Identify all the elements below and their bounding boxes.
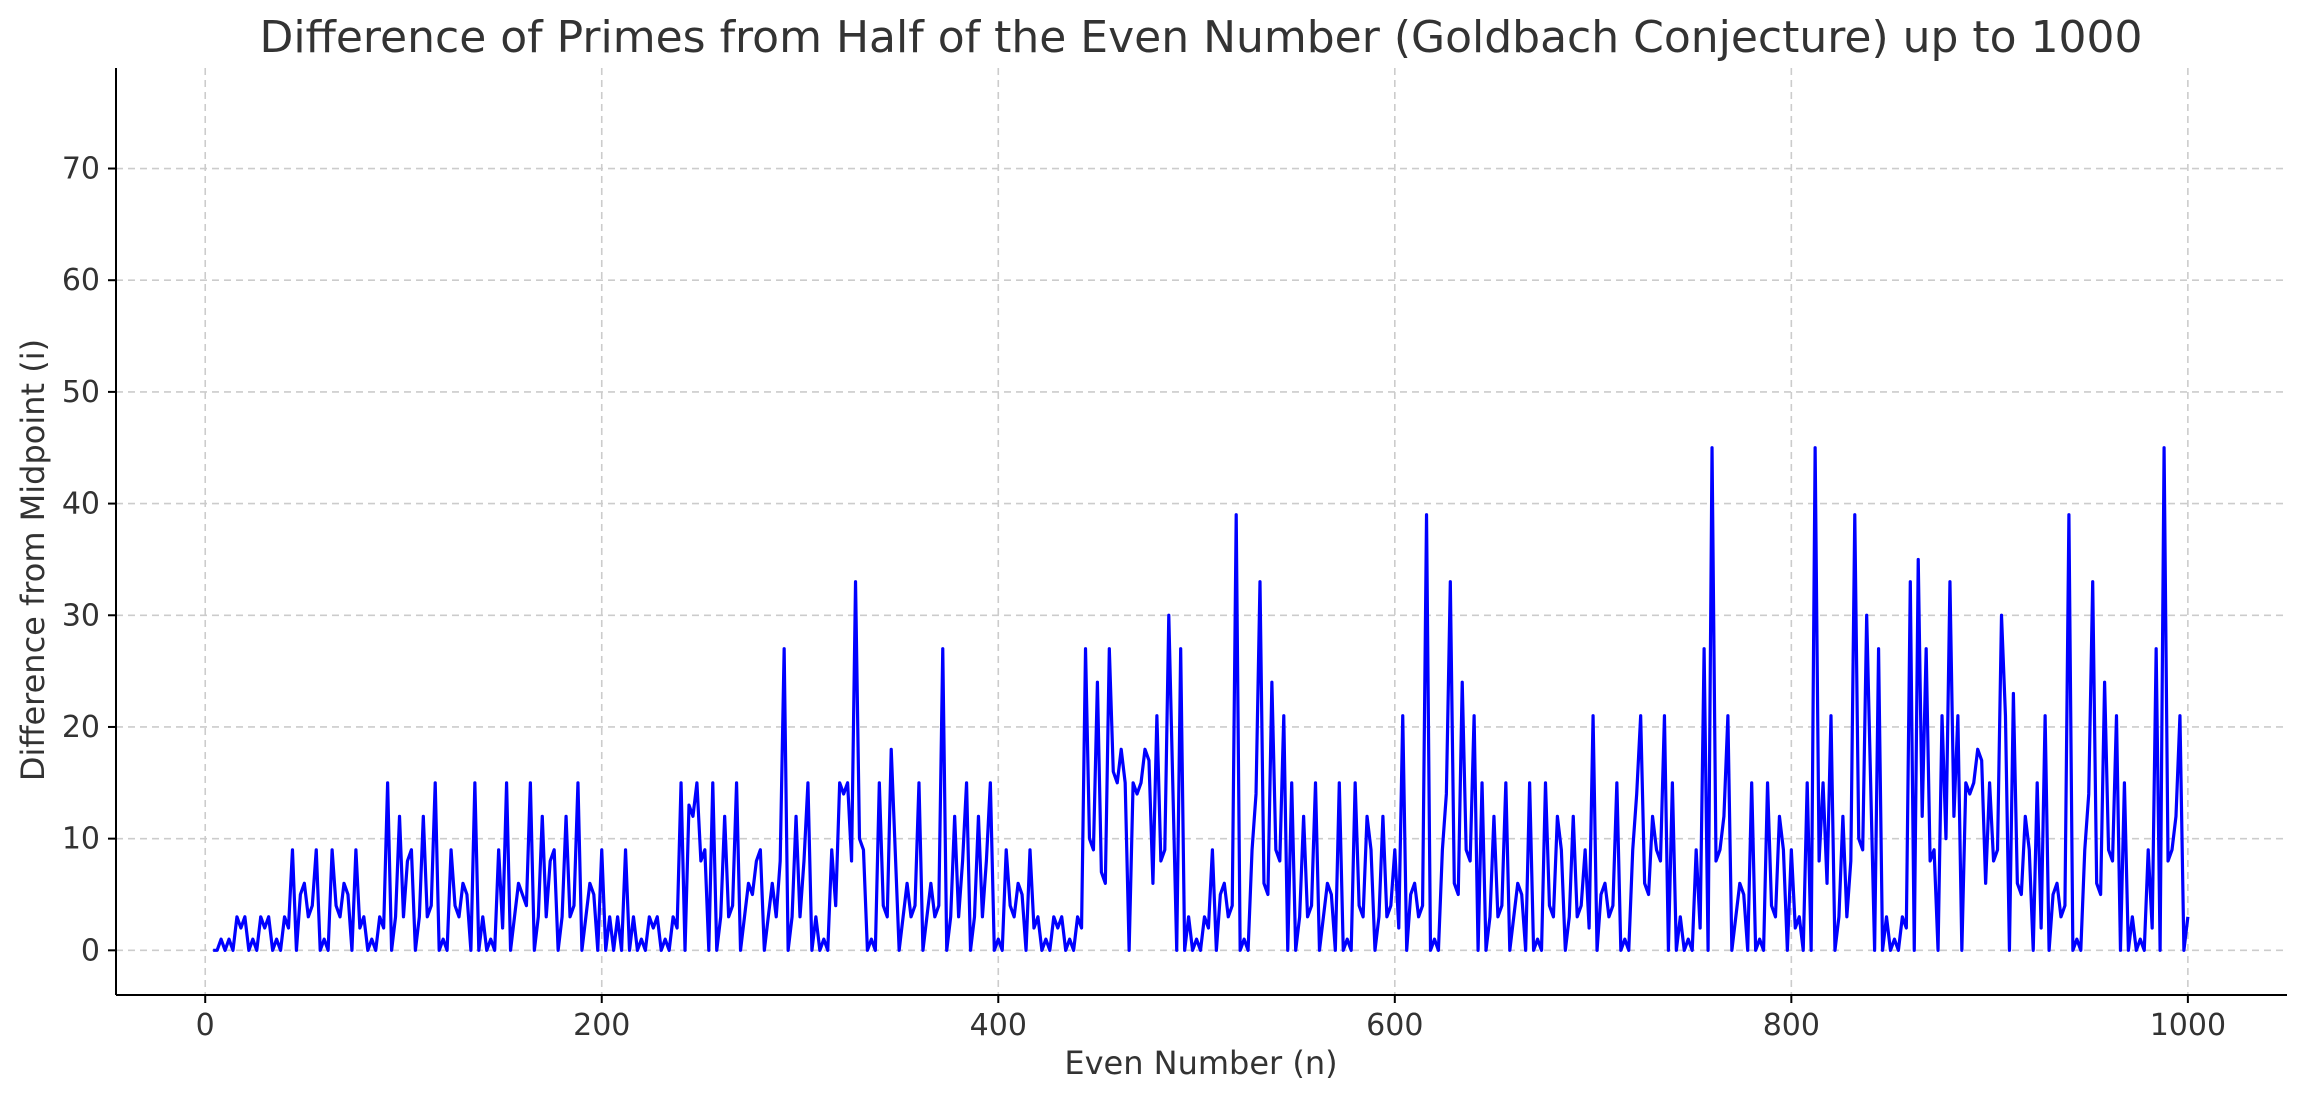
y-tick-label: 10 [62, 822, 100, 857]
x-tick-label: 800 [1763, 1008, 1820, 1043]
series-line [213, 446, 2190, 952]
x-tick-label: 0 [196, 1008, 215, 1043]
x-tick-label: 400 [970, 1008, 1027, 1043]
y-tick-label: 50 [62, 375, 100, 410]
x-axis-label: Even Number (n) [1064, 1044, 1337, 1082]
y-tick-label: 0 [81, 933, 100, 968]
y-tick-label: 70 [62, 152, 100, 187]
y-axis-label: Difference from Midpoint (i) [14, 339, 52, 781]
x-tick-label: 1000 [2150, 1008, 2226, 1043]
axes: 0 200 400 600 800 1000 0 10 20 30 40 50 60 70 [62, 68, 2287, 1043]
y-tick-label: 60 [62, 263, 100, 298]
y-tick-label: 30 [62, 598, 100, 633]
x-tick-label: 600 [1366, 1008, 1423, 1043]
chart-title: Difference of Primes from Half of the Ev… [259, 12, 2142, 63]
y-tick-label: 20 [62, 710, 100, 745]
x-tick-label: 200 [573, 1008, 630, 1043]
series-layer [213, 446, 2190, 952]
y-tick-label: 40 [62, 487, 100, 522]
